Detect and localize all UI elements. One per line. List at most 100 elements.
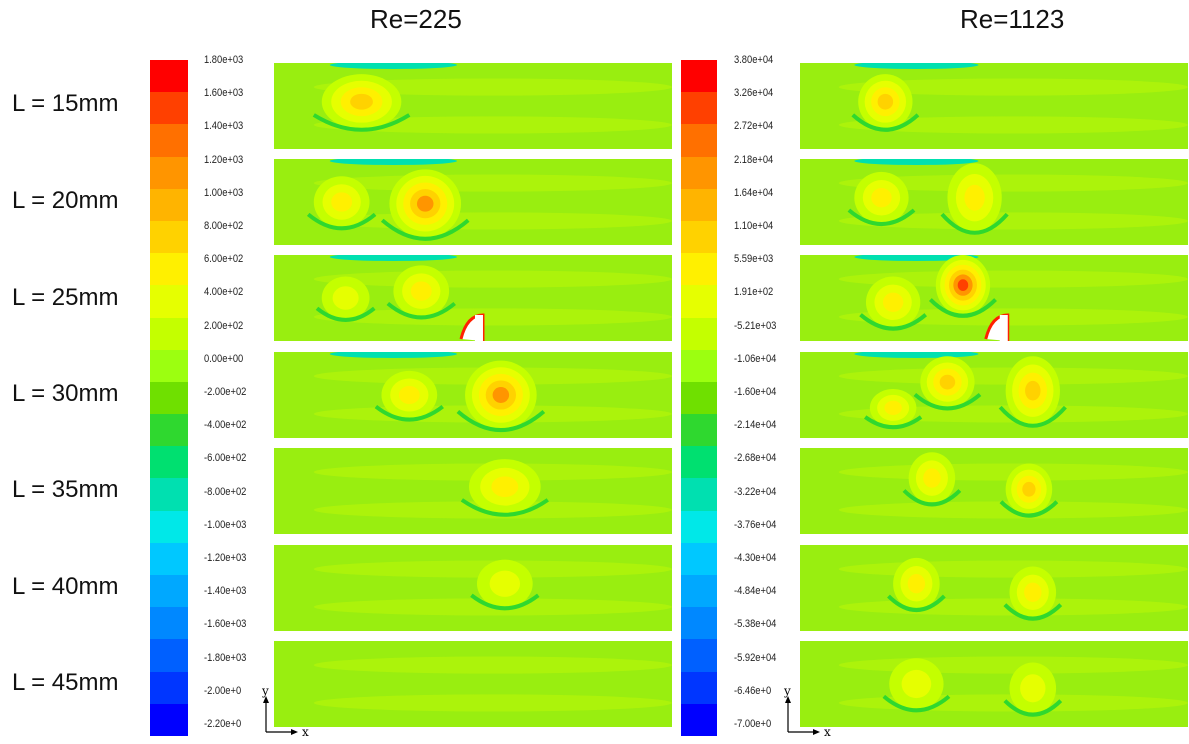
- colorbar-tick-label: -3.76e+04: [734, 518, 777, 531]
- row-label-l30: L = 30mm: [12, 380, 119, 407]
- vortex-halo: [315, 306, 376, 322]
- colorbar-segment: [681, 317, 717, 351]
- vortex-contour: [877, 93, 894, 110]
- vortex-halo: [1003, 699, 1063, 717]
- vortex-halo: [999, 500, 1059, 518]
- contour-panel: [274, 448, 672, 534]
- vortex-contour: [1020, 674, 1046, 703]
- colorbar-tick-label: -2.20e+0: [204, 718, 242, 730]
- colorbar-segment: [150, 671, 188, 705]
- vortex-halo: [312, 113, 411, 132]
- vortex-halo: [386, 301, 456, 320]
- vortex-halo: [864, 415, 923, 430]
- axis-x-label-left: x: [302, 725, 309, 739]
- colorbar-tick-label: -5.38e+04: [734, 618, 777, 631]
- flow-band: [838, 560, 1188, 578]
- colorbar-tick-label: 1.91e+02: [734, 286, 774, 299]
- colorbar-segment: [150, 285, 188, 319]
- colorbar-tick-label: -5.21e+03: [734, 319, 777, 332]
- contour-panel: [274, 545, 672, 631]
- colorbar-segment: [150, 220, 188, 254]
- colorbar-tick-label: -4.30e+04: [734, 552, 777, 564]
- vortex-contour: [410, 281, 432, 301]
- contour-panel: [800, 545, 1188, 631]
- colorbar-segment: [681, 478, 717, 512]
- colorbar-segment: [150, 188, 188, 222]
- colorbar-tick-label: 1.20e+03: [204, 153, 244, 166]
- flow-band: [838, 174, 1188, 192]
- colorbar-tick-label: -2.00e+0: [204, 684, 242, 697]
- colorbar-tick-label: -1.80e+03: [204, 651, 247, 664]
- colorbar-segment: [681, 253, 717, 286]
- colorbar-tick-label: -6.00e+02: [204, 452, 247, 465]
- colorbar-segment: [681, 349, 717, 383]
- colorbar-segment: [681, 639, 717, 673]
- vortex-contour: [957, 279, 969, 291]
- colorbar-tick-label: -7.00e+0: [734, 718, 772, 730]
- shear-layer: [854, 159, 979, 165]
- colorbar-tick-label: -1.60e+03: [204, 618, 247, 631]
- shear-layer: [329, 63, 458, 69]
- colorbar-tick-label: -1.20e+03: [204, 552, 247, 564]
- axis-x-label-right: x: [824, 725, 831, 739]
- colorbar-tick-label: 1.40e+03: [204, 120, 244, 133]
- row-label-l25: L = 25mm: [12, 284, 119, 311]
- vortex-contour: [491, 476, 519, 498]
- colorbar-tick-label: -2.14e+04: [734, 419, 777, 432]
- contour-panel: [800, 641, 1188, 727]
- vortex-halo: [1003, 603, 1063, 621]
- vortex-halo: [470, 593, 540, 611]
- flow-band: [838, 308, 1188, 326]
- colorbar-tick-label: -4.00e+02: [204, 419, 247, 432]
- colorbar-tick-label: -5.92e+04: [734, 651, 777, 664]
- colorbar-tick-label: 2.18e+04: [734, 153, 774, 166]
- colorbar-tick-label: 2.72e+04: [734, 120, 774, 133]
- vortex-halo: [902, 489, 962, 507]
- shear-layer: [329, 159, 458, 165]
- colorbar-tick-label: 0.00e+00: [204, 352, 244, 365]
- panel-background: [800, 63, 1188, 149]
- flow-band: [838, 270, 1188, 288]
- contour-panel: [800, 159, 1188, 245]
- vortex-halo: [859, 313, 928, 331]
- colorbar-segment: [681, 285, 717, 319]
- colorbar-segment: [150, 381, 188, 415]
- colorbar-segment: [681, 188, 717, 222]
- vortex-contour: [964, 184, 985, 211]
- panel-background: [274, 545, 672, 631]
- colorbar-segment: [150, 607, 188, 640]
- vortex-contour: [1024, 582, 1042, 602]
- contour-panel: [274, 352, 672, 438]
- colorbar-segment: [681, 220, 717, 254]
- colorbar-segment: [681, 446, 717, 479]
- vortex-halo: [847, 208, 916, 226]
- axis-triad-left: [263, 696, 298, 735]
- flow-band: [313, 270, 672, 288]
- vortex-contour: [332, 286, 359, 310]
- vortex-contour: [907, 574, 926, 594]
- colorbar-segment: [681, 671, 717, 705]
- colorbar-segment: [681, 703, 717, 737]
- colorbar-tick-label: -1.40e+03: [204, 585, 247, 598]
- vortex-halo: [306, 212, 377, 231]
- contour-panel: [274, 159, 672, 245]
- colorbar-re1123: [681, 60, 717, 737]
- column-title-re225: Re=225: [370, 4, 462, 34]
- colorbar-segment: [150, 639, 188, 673]
- colorbar-tick-label: 1.00e+03: [204, 186, 244, 199]
- axis-y-label-left: y: [262, 684, 269, 698]
- colorbar-segment: [150, 446, 188, 479]
- flow-band: [313, 656, 672, 674]
- contour-panel: [274, 63, 672, 149]
- colorbar-tick-label: 1.10e+04: [734, 220, 774, 232]
- vortex-contour: [331, 192, 353, 212]
- vortex-contour: [489, 570, 521, 597]
- panel-background: [800, 545, 1188, 631]
- vortex-halo: [456, 409, 546, 432]
- colorbar-segment: [150, 317, 188, 351]
- vortex-contour: [398, 385, 420, 405]
- contour-panel: [800, 352, 1188, 438]
- colorbar-tick-label: 1.64e+04: [734, 186, 774, 199]
- colorbar-segment: [681, 414, 717, 447]
- vortex-contour: [1022, 481, 1036, 497]
